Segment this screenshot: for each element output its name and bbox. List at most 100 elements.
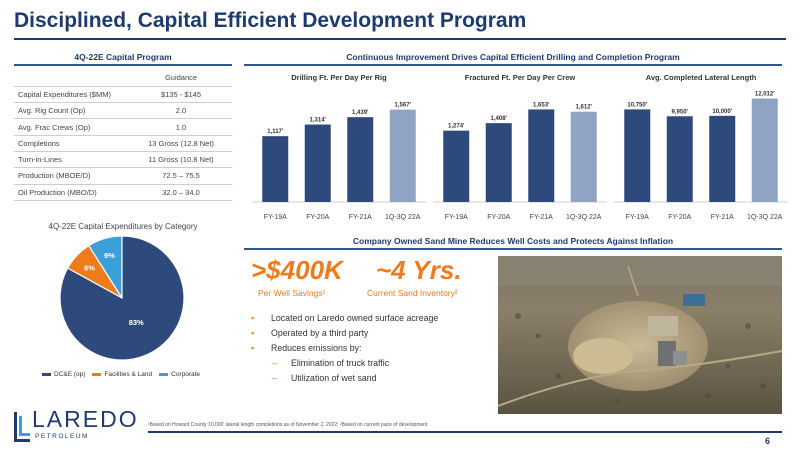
category-label: FY-21A [711, 214, 734, 221]
legend-label: Corporate [171, 371, 201, 378]
page-number: 6 [765, 436, 771, 446]
table-header-blank [14, 70, 130, 87]
table-row: Avg. Frac Crews (Op) 1.0 [14, 118, 232, 136]
bar [443, 130, 470, 202]
lateral-bar-chart: 10,750' FY-19A 9,950' FY-20A 10,000' FY-21A 12… [614, 92, 788, 221]
bullet-text: Located on Laredo owned surface acreage [271, 312, 439, 323]
pie-slice-label: 83% [129, 318, 144, 327]
bar [570, 111, 597, 202]
bullet-marker: ▪ [251, 312, 255, 323]
bar [389, 109, 416, 202]
sand-section-rule [244, 248, 782, 250]
row-value: $135 - $145 [130, 86, 232, 104]
bullet-marker: ▪ [251, 327, 255, 338]
bar-value-label: 12,012' [755, 92, 775, 98]
row-label: Oil Production (MBO/D) [14, 184, 130, 201]
capital-program-rule [14, 64, 232, 66]
category-label: 1Q-3Q 22A [566, 214, 602, 221]
legend-swatch [92, 373, 102, 376]
chart-title-lateral: Avg. Completed Lateral Length [645, 73, 757, 82]
table-row: Production (MBOE/D) 72.5 – 75.5 [14, 167, 232, 185]
bar-value-label: 9,950' [672, 109, 689, 115]
bar [304, 124, 331, 202]
sand-inventory-value: ~4 Yrs. [376, 255, 462, 285]
category-label: FY-20A [306, 214, 329, 221]
row-value: 13 Gross (12.8 Net) [130, 135, 232, 152]
bar-value-label: 1,567' [395, 103, 412, 109]
legend-swatch [159, 373, 169, 376]
bar [624, 109, 651, 202]
logo-sub: PETROLEUM [35, 433, 89, 440]
chart-title-fractured: Fractured Ft. Per Day Per Crew [464, 73, 576, 82]
drilling-section-rule [244, 64, 782, 66]
bullet-marker: – [271, 372, 277, 383]
row-value: 2.0 [130, 102, 232, 120]
legend-swatch [42, 373, 51, 376]
footnote: ¹Based on Howard County 10,000' lateral … [148, 422, 428, 428]
table-row: Completions 13 Gross (12.8 Net) [14, 135, 232, 152]
bullet-text: Utilization of wet sand [291, 372, 377, 383]
category-label: FY-19A [626, 214, 649, 221]
bar [709, 115, 736, 202]
fractured-bar-chart: 1,274' FY-19A 1,408' FY-20A 1,653' FY-21A 1,61… [433, 102, 607, 221]
sand-inventory-label: Current Sand Inventory² [367, 288, 458, 298]
table-row: Avg. Rig Count (Op) 2.0 [14, 102, 232, 120]
bar-value-label: 10,000' [712, 109, 732, 115]
row-label: Capital Expenditures ($MM) [14, 86, 130, 104]
category-label: 1Q-3Q 22A [385, 214, 421, 221]
pie-chart-title: 4Q-22E Capital Expenditures by Category [48, 222, 198, 231]
capex-pie-chart: 8% 9% 83% [59, 235, 185, 361]
row-value: 11 Gross (10.8 Net) [130, 151, 232, 169]
bullet-item: ▪ Operated by a third party [251, 325, 438, 340]
pie-legend: DC&E (op) Facilities & Land Corporate [42, 371, 200, 378]
bar-value-label: 1,439' [352, 110, 369, 116]
legend-item: Corporate [159, 371, 200, 378]
category-label: FY-21A [530, 214, 553, 221]
chart-title-drilling: Drilling Ft. Per Day Per Rig [291, 73, 387, 82]
legend-label: DC&E (op) [54, 371, 86, 378]
well-savings-label: Per Well Savings¹ [258, 288, 326, 298]
table-row: Turn-in-Lines 11 Gross (10.8 Net) [14, 151, 232, 169]
capital-program-heading: 4Q-22E Capital Program [74, 52, 172, 62]
bar-value-label: 1,314' [310, 118, 327, 124]
legend-item: DC&E (op) [42, 371, 85, 378]
table-row: Capital Expenditures ($MM) $135 - $145 [14, 86, 232, 104]
row-label: Avg. Frac Crews (Op) [14, 118, 130, 136]
category-label: 1Q-3Q 22A [747, 214, 783, 221]
bullet-marker: ▪ [251, 342, 255, 353]
bar [751, 98, 778, 202]
bar [262, 136, 289, 202]
row-value: 1.0 [130, 118, 232, 136]
bullet-item: ▪ Reduces emissions by: [251, 340, 438, 355]
row-value: 32.0 – 34.0 [130, 184, 232, 201]
drilling-bar-chart: 1,117' FY-19A 1,314' FY-20A 1,439' FY-21A 1,56… [252, 103, 426, 221]
bullet-marker: – [271, 357, 277, 368]
title-divider [14, 38, 786, 40]
bullet-item: ▪ Located on Laredo owned surface acreage [251, 310, 438, 325]
row-label: Turn-in-Lines [14, 151, 130, 169]
legend-label: Facilities & Land [104, 371, 153, 378]
bullet-item: – Elimination of truck traffic [251, 355, 438, 370]
category-label: FY-19A [445, 214, 468, 221]
footer-divider [148, 431, 782, 433]
sand-mine-aerial-photo [498, 256, 782, 414]
row-label: Production (MBOE/D) [14, 167, 130, 185]
category-label: FY-20A [668, 214, 691, 221]
laredo-logo-icon [14, 412, 30, 442]
pie-slice-label: 9% [104, 251, 115, 260]
table-header-guidance: Guidance [130, 70, 232, 87]
pie-slice [59, 235, 185, 361]
sand-section-heading: Company Owned Sand Mine Reduces Well Cos… [352, 236, 674, 246]
bullet-item: – Utilization of wet sand [251, 370, 438, 385]
capital-program-table: Guidance Capital Expenditures ($MM) $135 -… [14, 70, 232, 201]
sand-bullet-list: ▪ Located on Laredo owned surface acreage… [251, 310, 438, 385]
legend-item: Facilities & Land [92, 371, 152, 378]
logo-name: LAREDO [32, 406, 139, 432]
category-label: FY-20A [487, 214, 510, 221]
page-title: Disciplined, Capital Efficient Developme… [14, 9, 527, 32]
bar-value-label: 1,653' [533, 102, 550, 108]
bar-value-label: 10,750' [627, 102, 647, 108]
table-header-row: Guidance [14, 70, 232, 87]
drilling-section-heading: Continuous Improvement Drives Capital Ef… [346, 52, 680, 62]
bar [347, 117, 374, 202]
